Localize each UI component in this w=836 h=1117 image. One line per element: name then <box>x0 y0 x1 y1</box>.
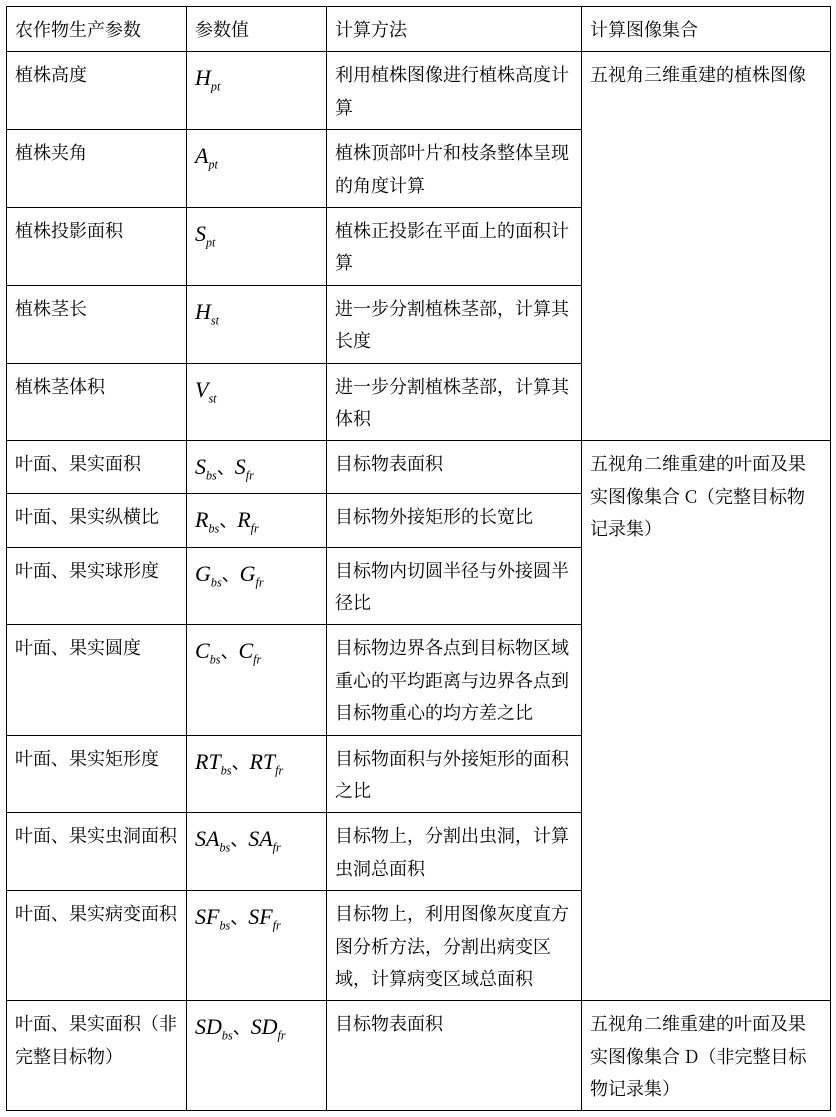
param-name-cell: 叶面、果实病变面积 <box>7 891 187 1001</box>
param-value-cell: SDbs、SDfr <box>187 1001 327 1111</box>
method-cell: 利用植株图像进行植株高度计算 <box>327 52 582 130</box>
method-cell: 目标物表面积 <box>327 441 582 494</box>
image-set-cell: 五视角三维重建的植株图像 <box>582 52 831 441</box>
column-header: 农作物生产参数 <box>7 7 187 52</box>
method-cell: 进一步分割植株茎部，计算其长度 <box>327 285 582 363</box>
param-value-cell: SFbs、SFfr <box>187 891 327 1001</box>
param-name-cell: 叶面、果实球形度 <box>7 547 187 625</box>
param-name-cell: 叶面、果实虫洞面积 <box>7 813 187 891</box>
param-name-cell: 叶面、果实圆度 <box>7 625 187 735</box>
method-cell: 目标物面积与外接矩形的面积之比 <box>327 735 582 813</box>
param-name-cell: 植株茎体积 <box>7 363 187 441</box>
param-name-cell: 叶面、果实面积（非完整目标物） <box>7 1001 187 1111</box>
param-value-cell: SAbs、SAfr <box>187 813 327 891</box>
method-cell: 植株正投影在平面上的面积计算 <box>327 207 582 285</box>
param-name-cell: 叶面、果实矩形度 <box>7 735 187 813</box>
table-row: 植株高度Hpt利用植株图像进行植株高度计算五视角三维重建的植株图像 <box>7 52 831 130</box>
method-cell: 目标物内切圆半径与外接圆半径比 <box>327 547 582 625</box>
param-value-cell: Gbs、Gfr <box>187 547 327 625</box>
method-cell: 目标物边界各点到目标物区域重心的平均距离与边界各点到目标物重心的均方差之比 <box>327 625 582 735</box>
method-cell: 目标物上，分割出虫洞，计算虫洞总面积 <box>327 813 582 891</box>
param-value-cell: RTbs、RTfr <box>187 735 327 813</box>
param-name-cell: 植株投影面积 <box>7 207 187 285</box>
param-value-cell: Rbs、Rfr <box>187 494 327 547</box>
column-header: 参数值 <box>187 7 327 52</box>
param-value-cell: Sbs、Sfr <box>187 441 327 494</box>
method-cell: 植株顶部叶片和枝条整体呈现的角度计算 <box>327 130 582 208</box>
table-header-row: 农作物生产参数参数值计算方法计算图像集合 <box>7 7 831 52</box>
param-name-cell: 植株夹角 <box>7 130 187 208</box>
param-value-cell: Hst <box>187 285 327 363</box>
param-value-cell: Spt <box>187 207 327 285</box>
table-row: 叶面、果实面积（非完整目标物）SDbs、SDfr目标物表面积五视角二维重建的叶面… <box>7 1001 831 1111</box>
param-value-cell: Apt <box>187 130 327 208</box>
param-name-cell: 叶面、果实面积 <box>7 441 187 494</box>
method-cell: 目标物外接矩形的长宽比 <box>327 494 582 547</box>
param-value-cell: Cbs、Cfr <box>187 625 327 735</box>
param-name-cell: 植株茎长 <box>7 285 187 363</box>
method-cell: 目标物上，利用图像灰度直方图分析方法，分割出病变区域，计算病变区域总面积 <box>327 891 582 1001</box>
param-name-cell: 植株高度 <box>7 52 187 130</box>
image-set-cell: 五视角二维重建的叶面及果实图像集合 D（非完整目标物记录集） <box>582 1001 831 1111</box>
param-name-cell: 叶面、果实纵横比 <box>7 494 187 547</box>
crop-parameters-table: 农作物生产参数参数值计算方法计算图像集合植株高度Hpt利用植株图像进行植株高度计… <box>6 6 831 1111</box>
column-header: 计算方法 <box>327 7 582 52</box>
param-value-cell: Hpt <box>187 52 327 130</box>
method-cell: 目标物表面积 <box>327 1001 582 1111</box>
column-header: 计算图像集合 <box>582 7 831 52</box>
image-set-cell: 五视角二维重建的叶面及果实图像集合 C（完整目标物记录集） <box>582 441 831 1001</box>
method-cell: 进一步分割植株茎部，计算其体积 <box>327 363 582 441</box>
table-row: 叶面、果实面积Sbs、Sfr目标物表面积五视角二维重建的叶面及果实图像集合 C（… <box>7 441 831 494</box>
param-value-cell: Vst <box>187 363 327 441</box>
